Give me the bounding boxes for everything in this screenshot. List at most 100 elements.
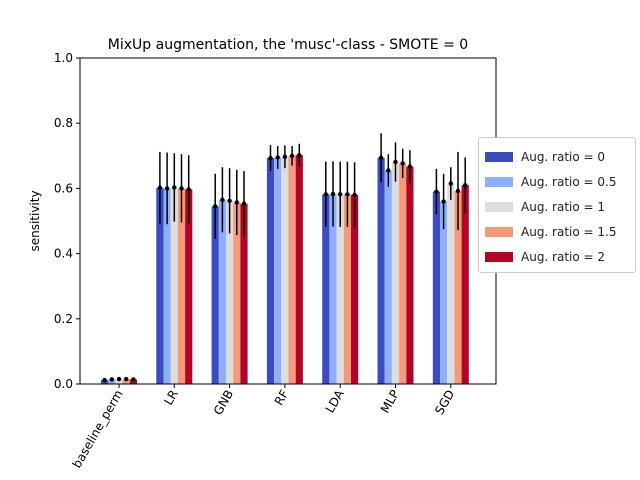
data-point: [220, 197, 225, 203]
data-point: [455, 188, 461, 194]
x-tick-label: LR: [161, 388, 181, 408]
data-point: [448, 181, 453, 186]
bar: [377, 157, 385, 384]
legend-item: Aug. ratio = 2: [485, 244, 635, 269]
x-tick-label: MLP: [378, 388, 402, 416]
legend-swatch: [485, 151, 513, 162]
legend-swatch: [485, 226, 513, 237]
y-tick-label: 0.2: [54, 312, 73, 326]
chart-title: MixUp augmentation, the 'musc'-class - S…: [108, 37, 468, 53]
bar: [115, 379, 123, 384]
data-point: [289, 153, 295, 158]
data-point: [352, 192, 357, 198]
data-point: [330, 191, 336, 197]
legend-label: Aug. ratio = 2: [521, 249, 606, 264]
bar: [440, 201, 448, 384]
data-point: [297, 152, 302, 158]
bar: [391, 161, 400, 384]
bar: [218, 199, 226, 384]
y-axis-label: sensitivity: [28, 190, 42, 251]
y-tick-label: 0.6: [54, 181, 73, 195]
data-point: [441, 199, 446, 204]
data-point: [393, 159, 398, 165]
bar: [336, 194, 344, 384]
bar: [406, 166, 414, 384]
legend-item: Aug. ratio = 1.5: [485, 219, 635, 244]
x-tick-label: baseline_perm: [70, 388, 126, 471]
data-point: [179, 186, 184, 191]
legend-item: Aug. ratio = 1: [485, 194, 635, 219]
bar: [432, 191, 440, 384]
data-point: [268, 155, 273, 161]
bar: [233, 202, 241, 384]
bar: [281, 156, 289, 384]
bar: [163, 188, 171, 384]
data-point: [164, 186, 170, 191]
data-point: [241, 201, 247, 206]
bar: [240, 203, 248, 384]
bar: [266, 158, 275, 384]
x-tick-label: LDA: [323, 387, 347, 415]
bar: [399, 163, 407, 384]
data-point: [116, 376, 122, 382]
y-tick-label: 0.8: [54, 116, 73, 130]
bar: [108, 379, 116, 384]
bar: [343, 194, 351, 384]
data-point: [131, 377, 136, 382]
data-point: [102, 377, 107, 383]
bar: [288, 155, 296, 384]
x-tick-label: RF: [272, 387, 292, 407]
bar: [211, 206, 219, 384]
legend-label: Aug. ratio = 0.5: [521, 174, 617, 189]
bar: [351, 194, 359, 384]
bar: [461, 185, 469, 384]
data-point: [213, 204, 218, 209]
data-point: [186, 187, 191, 192]
data-point: [275, 155, 280, 160]
y-tick-label: 1.0: [54, 51, 73, 65]
data-point: [282, 154, 288, 159]
data-point: [400, 161, 405, 166]
data-point: [407, 164, 413, 169]
data-point: [378, 155, 384, 160]
plot-area: 0.0 0.2 0.4 0.6 0.8 1.0 baseline_perm LR GNB RF LD…: [54, 51, 469, 470]
x-tick-label: GNB: [211, 388, 236, 418]
legend-swatch: [485, 251, 513, 262]
bar: [156, 187, 164, 384]
data-point: [157, 185, 163, 190]
legend-item: Aug. ratio = 0.5: [485, 169, 635, 194]
bar: [129, 379, 137, 384]
data-point: [172, 185, 177, 190]
bar: [384, 170, 392, 384]
bar: [329, 193, 337, 384]
legend-swatch: [485, 176, 513, 187]
data-point: [434, 189, 439, 194]
legend: Aug. ratio = 0 Aug. ratio = 0.5 Aug. rat…: [478, 137, 636, 273]
bar: [454, 191, 462, 384]
data-point: [109, 377, 115, 382]
bar: [177, 188, 186, 384]
bar: [122, 379, 130, 384]
data-point: [345, 192, 350, 197]
legend-item: Aug. ratio = 0: [485, 144, 635, 169]
x-tick-label: SGD: [432, 388, 457, 418]
legend-label: Aug. ratio = 1: [521, 199, 606, 214]
bar: [322, 194, 330, 384]
data-point: [386, 168, 391, 173]
data-point: [227, 198, 232, 203]
legend-label: Aug. ratio = 1.5: [521, 224, 617, 239]
data-point: [463, 182, 468, 188]
y-tick-label: 0.4: [54, 247, 73, 261]
y-tick-label: 0.0: [54, 377, 73, 391]
bar: [170, 187, 178, 384]
bar: [274, 157, 282, 384]
bar: [295, 155, 303, 384]
bar: [185, 189, 193, 384]
data-point: [338, 192, 343, 197]
bar: [447, 183, 455, 384]
bar: [226, 200, 234, 384]
legend-label: Aug. ratio = 0: [521, 149, 606, 164]
legend-swatch: [485, 201, 513, 212]
data-point: [323, 192, 328, 197]
